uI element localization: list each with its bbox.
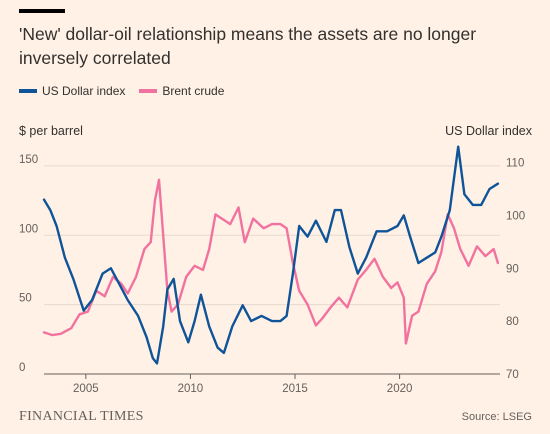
x-tick-label: 2015 — [282, 383, 308, 395]
y-left-tick-label: 150 — [19, 154, 38, 166]
legend-item-brent: Brent crude — [139, 84, 224, 98]
y-right-tick-label: 90 — [506, 263, 519, 275]
ft-header-bar — [19, 9, 65, 13]
left-axis-title: $ per barrel — [19, 124, 83, 138]
right-axis-title: US Dollar index — [445, 124, 532, 138]
y-right-tick-label: 70 — [506, 369, 519, 381]
x-tick-label: 2010 — [178, 383, 204, 395]
y-right-tick-label: 110 — [506, 158, 524, 170]
x-tick-label: 2020 — [387, 383, 413, 395]
legend-label-brent: Brent crude — [162, 84, 225, 98]
y-right-tick-label: 100 — [506, 210, 525, 222]
source-note: Source: LSEG — [461, 411, 532, 423]
legend: US Dollar index Brent crude — [19, 84, 238, 98]
y-left-tick-label: 50 — [19, 293, 32, 305]
legend-item-usd: US Dollar index — [19, 84, 125, 98]
x-tick-label: 2005 — [73, 383, 99, 395]
chart-title: 'New' dollar-oil relationship means the … — [19, 24, 477, 68]
y-left-tick-label: 0 — [19, 362, 25, 374]
y-right-tick-label: 80 — [506, 316, 519, 328]
series-line-usd — [42, 145, 500, 365]
series-line-brent — [42, 178, 500, 345]
legend-swatch-usd — [19, 89, 37, 93]
legend-swatch-brent — [139, 89, 158, 93]
y-left-tick-label: 100 — [19, 223, 38, 235]
legend-label-usd: US Dollar index — [42, 84, 126, 98]
ft-logo: FINANCIAL TIMES — [19, 409, 144, 424]
